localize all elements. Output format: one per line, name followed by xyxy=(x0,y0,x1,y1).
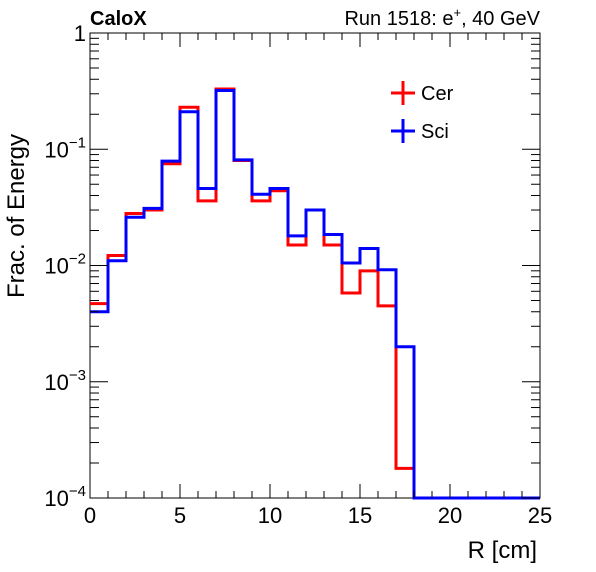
y-tick-label: 10−2 xyxy=(44,251,86,279)
series-line-cer xyxy=(90,87,540,500)
plot-area: 0 5 10 15 20 25 10−4 10−3 10−2 10−1 1 Cer Sci xyxy=(44,21,552,528)
x-axis-title: R [cm] xyxy=(468,537,537,564)
legend-label-sci: Sci xyxy=(421,121,449,143)
chart-title-right-suffix: , 40 GeV xyxy=(461,8,541,30)
x-tick-label: 5 xyxy=(174,503,186,528)
y-tick-label: 10−3 xyxy=(44,367,86,395)
y-tick-label: 1 xyxy=(74,21,86,46)
chart-title-left: CaloX xyxy=(90,8,147,30)
x-tick-label: 25 xyxy=(528,503,552,528)
y-axis-title: Frac. of Energy xyxy=(3,134,30,298)
chart-title-right-sup: + xyxy=(453,5,461,20)
x-tick-label: 0 xyxy=(84,503,96,528)
y-tick-label: 10−1 xyxy=(44,134,86,162)
y-tick-label: 10−4 xyxy=(44,483,86,511)
chart-title-right-prefix: Run 1518: e xyxy=(344,8,453,30)
x-tick-label: 10 xyxy=(258,503,282,528)
legend-label-cer: Cer xyxy=(421,83,454,105)
x-tick-label: 15 xyxy=(348,503,372,528)
plot-frame xyxy=(89,32,541,499)
x-tick-label: 20 xyxy=(438,503,462,528)
series-line-sci xyxy=(90,89,540,500)
chart-title-right: Run 1518: e+, 40 GeV xyxy=(344,5,540,30)
